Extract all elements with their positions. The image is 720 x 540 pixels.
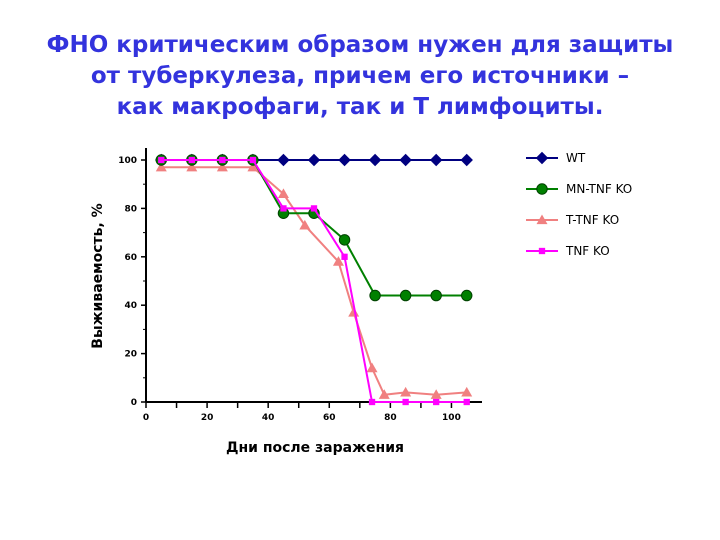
- data-point-tnf-ko: [280, 205, 287, 212]
- series-line-mn-tnf-ko: [161, 159, 467, 297]
- legend-item-t-tnf-ko: T-TNF KO: [526, 213, 619, 227]
- x-tick-label: 100: [442, 413, 461, 423]
- y-tick-label: 80: [124, 204, 137, 214]
- data-point-tnf-ko: [463, 398, 470, 406]
- legend-marker: [538, 247, 546, 255]
- data-point-t-tnf-ko: [400, 386, 412, 397]
- data-point-tnf-ko: [249, 156, 257, 164]
- data-point-tnf-ko: [158, 156, 165, 164]
- legend-item-mn-tnf-ko: MN-TNF KO: [526, 182, 632, 196]
- x-tick-label: 80: [384, 413, 397, 423]
- x-tick-label: 40: [262, 413, 275, 423]
- data-point-t-tnf-ko: [332, 256, 344, 266]
- legend-label: WT: [566, 151, 586, 165]
- data-point-wt: [399, 153, 412, 167]
- data-point-t-tnf-ko: [430, 389, 442, 399]
- data-point-mn-tnf-ko: [430, 289, 442, 302]
- legend-marker: [536, 183, 548, 195]
- data-point-t-tnf-ko: [216, 161, 228, 172]
- data-point-tnf-ko: [402, 398, 409, 406]
- data-point-wt: [338, 153, 351, 167]
- data-point-tnf-ko: [341, 253, 348, 260]
- series-mn-tnf-ko: [155, 154, 473, 302]
- title-line-3: как макрофаги, так и Т лимфоциты.: [116, 94, 604, 120]
- legend-item-wt: WT: [526, 151, 586, 165]
- data-point-wt: [460, 153, 473, 167]
- x-axis-label: Дни после заражения: [226, 440, 404, 456]
- data-point-t-tnf-ko: [277, 188, 289, 199]
- data-point-mn-tnf-ko: [338, 234, 351, 246]
- data-point-tnf-ko: [310, 205, 318, 212]
- x-tick-label: 60: [323, 413, 336, 423]
- legend-label: MN-TNF KO: [566, 182, 632, 196]
- data-point-t-tnf-ko: [155, 161, 167, 172]
- data-point-t-tnf-ko: [186, 161, 198, 172]
- series-tnf-ko: [158, 156, 470, 406]
- data-point-t-tnf-ko: [348, 306, 360, 317]
- data-point-tnf-ko: [219, 156, 226, 164]
- data-point-mn-tnf-ko: [461, 289, 473, 302]
- data-point-wt: [307, 153, 321, 167]
- chart-legend: WT MN-TNF KO T-TNF KO TNF KO: [526, 151, 632, 258]
- data-point-tnf-ko: [433, 398, 440, 406]
- data-point-t-tnf-ko: [247, 161, 259, 172]
- data-point-wt: [277, 153, 290, 167]
- legend-marker: [535, 151, 549, 165]
- legend-marker: [536, 214, 548, 225]
- data-point-t-tnf-ko: [461, 386, 473, 397]
- y-tick-label: 40: [124, 301, 137, 311]
- data-point-mn-tnf-ko: [399, 289, 412, 302]
- legend-item-tnf-ko: TNF KO: [526, 244, 610, 258]
- y-tick-label: 100: [118, 156, 137, 166]
- slide-title: ФНО критическим образом нужен для защиты…: [0, 30, 720, 123]
- y-tick-label: 20: [124, 350, 137, 360]
- legend-label: T-TNF KO: [565, 213, 619, 227]
- chart-axes: 0 20 40 60 80 100 0 20 40 60 80 100: [118, 148, 482, 423]
- series-line-tnf-ko: [161, 159, 467, 403]
- data-point-t-tnf-ko: [378, 389, 390, 399]
- data-point-wt: [368, 153, 382, 167]
- series-line-t-tnf-ko: [161, 166, 467, 396]
- title-line-2: от туберкулеза, причем его источники –: [90, 63, 630, 89]
- chart-series: [155, 153, 473, 406]
- data-point-t-tnf-ko: [366, 362, 378, 373]
- data-point-wt: [429, 153, 443, 167]
- series-t-tnf-ko: [155, 161, 473, 399]
- title-line-1: ФНО критическим образом нужен для защиты: [46, 32, 674, 58]
- x-tick-label: 20: [201, 413, 214, 423]
- data-point-tnf-ko: [368, 398, 376, 406]
- data-point-tnf-ko: [188, 156, 195, 164]
- y-tick-label: 60: [124, 253, 137, 263]
- x-tick-label: 0: [143, 413, 149, 423]
- data-point-mn-tnf-ko: [369, 289, 381, 302]
- legend-label: TNF KO: [565, 244, 610, 258]
- data-point-t-tnf-ko: [299, 219, 311, 230]
- y-axis-label: Выживаемость, %: [90, 203, 106, 348]
- y-tick-label: 0: [131, 398, 137, 408]
